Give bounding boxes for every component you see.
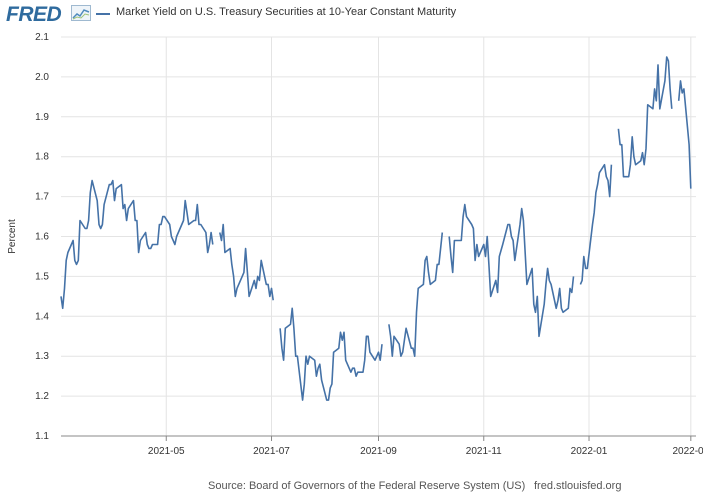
x-tick-label: 2022-01 (571, 446, 608, 457)
source-note: Source: Board of Governors of the Federa… (208, 480, 526, 492)
series-line (279, 307, 383, 401)
y-axis-label: Percent (7, 219, 18, 254)
series-line (579, 163, 613, 285)
source-url[interactable]: fred.stlouisfed.org (534, 480, 622, 492)
y-tick-label: 1.5 (35, 271, 49, 282)
series-line (677, 80, 692, 189)
series-line (60, 179, 214, 310)
x-tick-label: 2021-07 (253, 446, 290, 457)
y-tick-label: 1.4 (35, 311, 49, 322)
chart-title: Market Yield on U.S. Treasury Securities… (116, 6, 457, 18)
y-tick-label: 1.7 (35, 192, 49, 203)
series-line (448, 203, 575, 338)
graph-icon (71, 5, 91, 21)
grid-lines (61, 36, 696, 437)
legend-swatch (96, 13, 110, 15)
y-tick-label: 1.9 (35, 112, 49, 123)
x-tick-label: 2022-03 (672, 446, 703, 457)
x-tick-label: 2021-09 (360, 446, 397, 457)
series-line (388, 232, 444, 358)
y-tick-label: 1.8 (35, 152, 49, 163)
fred-logo[interactable]: FRED (6, 3, 62, 26)
series-group (60, 56, 692, 401)
y-tick-label: 1.3 (35, 351, 49, 362)
y-tick-label: 1.6 (35, 232, 49, 243)
chart-header: FRED Market Yield on U.S. Treasury Secur… (0, 0, 703, 30)
y-tick-label: 1.2 (35, 391, 49, 402)
y-tick-label: 2.0 (35, 72, 49, 83)
x-axis-ticks: 2021-05 2021-07 2021-09 2021-11 2022-01 2022-… (61, 435, 703, 457)
y-tick-label: 2.1 (35, 32, 49, 43)
x-tick-label: 2021-05 (148, 446, 185, 457)
series-line (617, 56, 673, 178)
series-line (219, 223, 274, 301)
y-axis-ticks: 1.1 1.2 1.3 1.4 1.5 1.6 1.7 1.8 1.9 2.0 2.1 (35, 32, 49, 442)
x-tick-label: 2021-11 (466, 446, 502, 457)
y-tick-label: 1.1 (35, 431, 49, 442)
